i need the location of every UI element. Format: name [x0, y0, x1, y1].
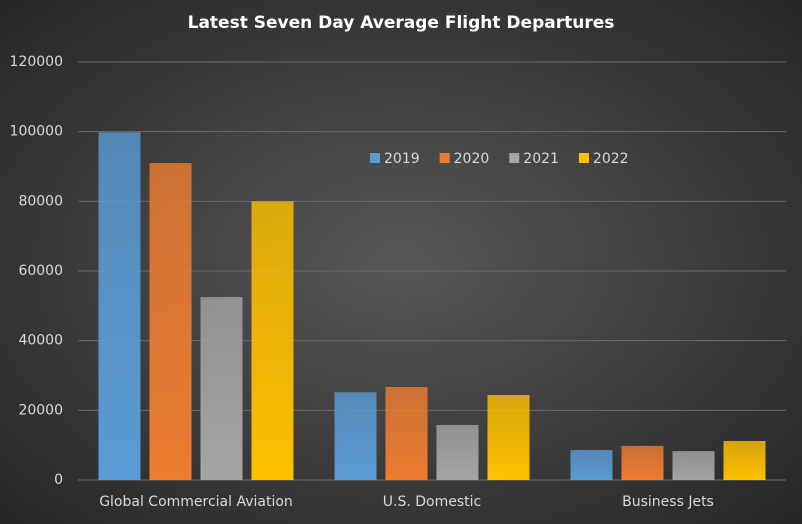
legend-swatch	[439, 153, 450, 163]
legend-swatch	[578, 153, 589, 163]
bar	[436, 424, 479, 480]
legend-label: 2021	[523, 151, 559, 167]
legend-swatch	[370, 153, 380, 163]
legend-label: 2020	[454, 151, 490, 167]
bar	[487, 395, 530, 480]
bar	[251, 201, 294, 481]
x-tick-label: Global Commercial Aviation	[99, 494, 293, 510]
y-tick-label: 60000	[18, 263, 63, 279]
y-tick-label: 40000	[18, 333, 63, 349]
bar	[385, 386, 428, 480]
y-tick-label: 0	[54, 472, 63, 488]
chart-title: Latest Seven Day Average Flight Departur…	[188, 13, 615, 33]
y-tick-label: 80000	[18, 193, 63, 209]
x-tick-label: U.S. Domestic	[383, 494, 481, 510]
y-tick-label: 100000	[10, 124, 63, 140]
bar	[570, 450, 613, 480]
legend-label: 2019	[384, 151, 420, 167]
bar	[621, 445, 664, 480]
legend-label: 2022	[593, 151, 629, 167]
bar	[200, 297, 243, 480]
y-tick-label: 20000	[18, 402, 63, 418]
bar	[149, 163, 192, 480]
bar	[98, 132, 141, 480]
x-tick-label: Business Jets	[622, 494, 714, 510]
bar	[723, 440, 766, 480]
legend-swatch	[509, 153, 520, 163]
y-tick-label: 120000	[10, 54, 63, 70]
bar	[334, 392, 377, 480]
bar	[672, 451, 715, 480]
